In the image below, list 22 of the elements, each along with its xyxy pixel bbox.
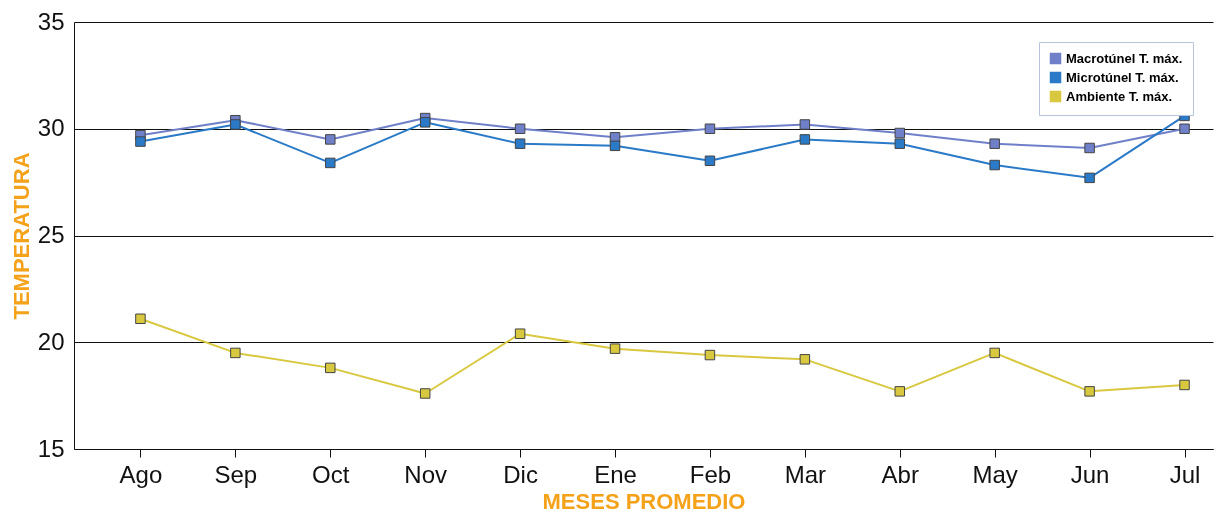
x-tick-label: Oct: [312, 460, 350, 488]
x-axis-title: MESES PROMEDIO: [542, 488, 746, 514]
x-tick-label: Mar: [784, 460, 827, 488]
legend-label: Microtúnel T. máx.: [1066, 69, 1179, 85]
x-tick-label: Abr: [881, 460, 919, 488]
y-tick-label: 20: [37, 327, 65, 355]
y-axis-title: TEMPERATURA: [8, 152, 34, 320]
x-tick-label: Ago: [119, 460, 163, 488]
x-tick-label: Jun: [1070, 460, 1110, 488]
x-tick-label: Jul: [1169, 460, 1201, 488]
legend-label: Ambiente T. máx.: [1066, 88, 1173, 104]
x-tick-label: May: [972, 460, 1018, 488]
y-tick-label: 15: [37, 434, 65, 462]
legend-label: Macrotúnel T. máx.: [1066, 50, 1183, 66]
y-tick-label: 25: [37, 221, 65, 248]
x-tick-label: Nov: [404, 460, 448, 488]
y-tick-label: 35: [37, 7, 65, 35]
x-tick-label: Dic: [503, 460, 538, 488]
y-tick-label: 30: [37, 114, 65, 142]
x-tick-label: Sep: [214, 460, 258, 488]
x-tick-label: Feb: [689, 460, 732, 488]
x-tick-label: Ene: [594, 460, 637, 488]
